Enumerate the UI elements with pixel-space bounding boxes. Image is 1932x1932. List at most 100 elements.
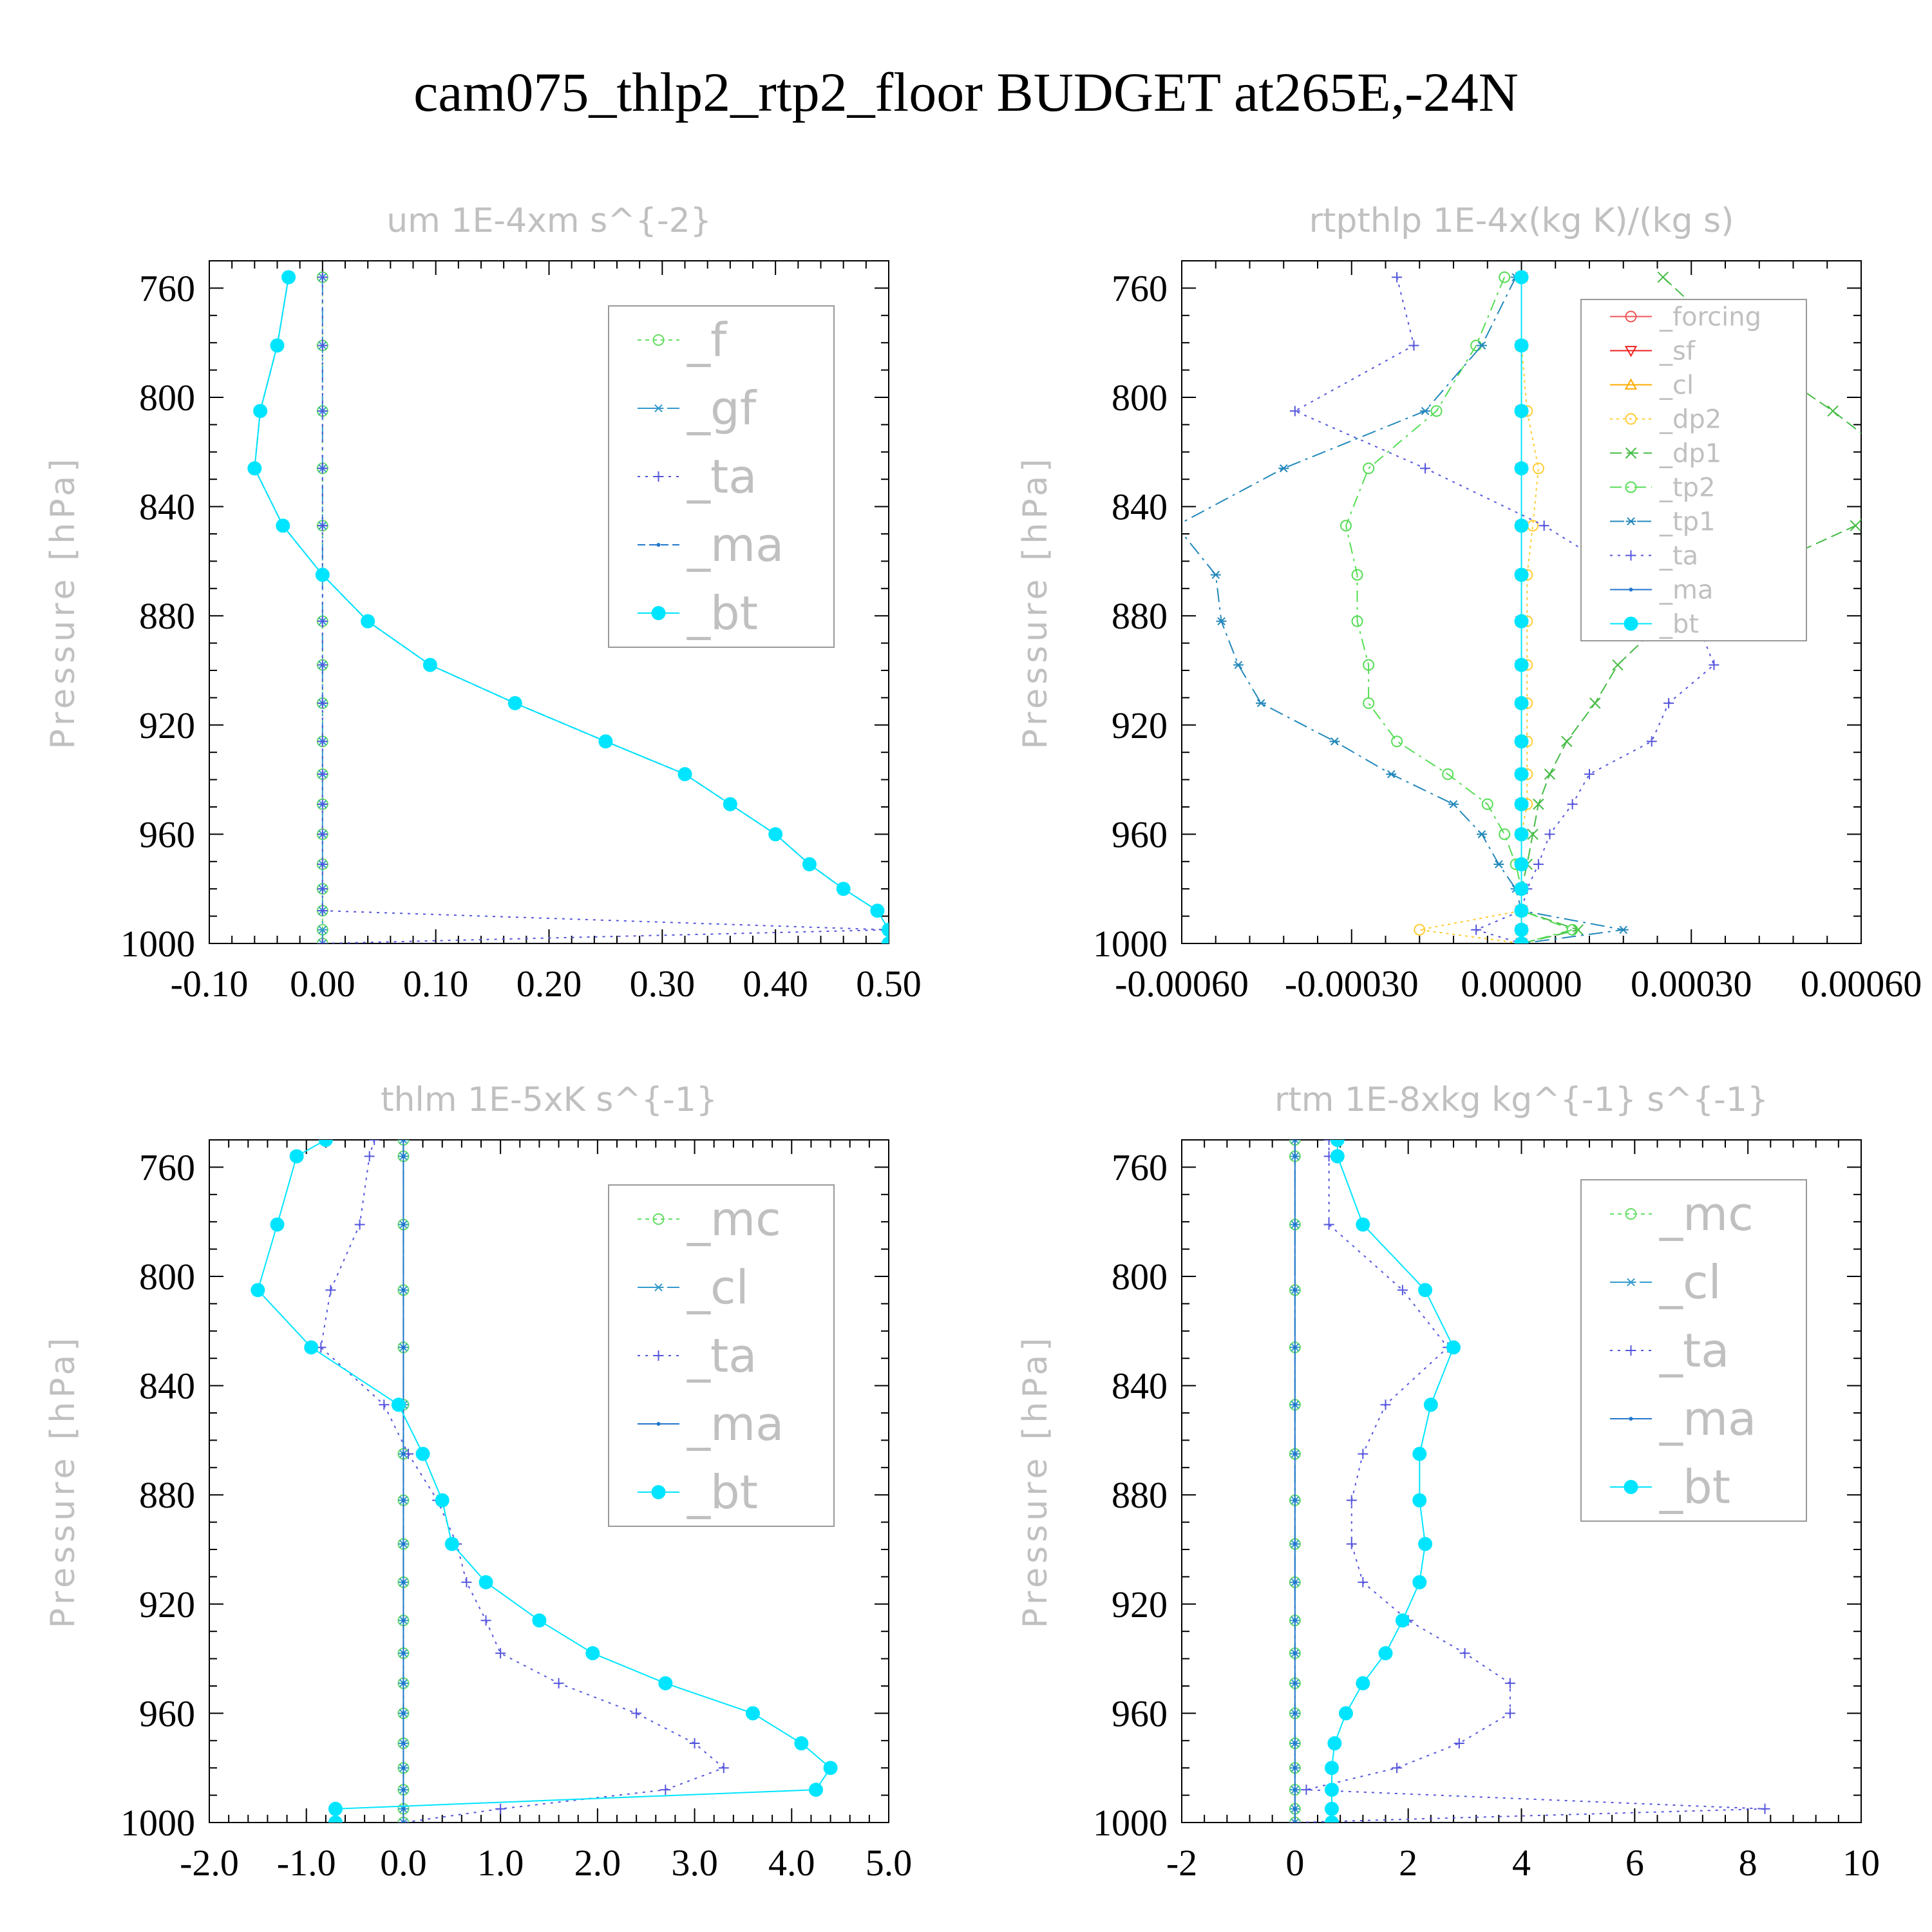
legend-label: _cl — [1659, 371, 1694, 401]
data-point — [281, 270, 296, 285]
data-point — [401, 1766, 406, 1770]
data-point — [317, 340, 328, 351]
data-point — [1289, 1140, 1300, 1144]
data-point — [398, 1140, 409, 1144]
data-point — [1759, 1803, 1770, 1814]
y-axis-label: Pressure [hPa] — [44, 1334, 82, 1629]
data-point — [317, 736, 328, 747]
data-point — [1356, 1217, 1370, 1232]
data-point — [1423, 1397, 1438, 1412]
data-point — [317, 520, 328, 531]
legend-label: _dp2 — [1659, 405, 1721, 435]
x-tick-label: -2.0 — [180, 1842, 239, 1884]
legend-marker — [1625, 1345, 1636, 1356]
data-point — [251, 1283, 265, 1298]
legend-label: _bt — [1659, 610, 1699, 639]
legend-label: _tp1 — [1659, 507, 1716, 537]
y-tick-label: 840 — [139, 486, 195, 528]
data-point — [1514, 827, 1529, 842]
legend: _f _gf _ta _ma _bt — [608, 305, 835, 648]
x-tick-label: -0.00060 — [1115, 963, 1249, 1005]
data-point — [401, 1681, 406, 1685]
x-tick-label: 2.0 — [574, 1842, 621, 1884]
data-point — [1418, 1283, 1433, 1298]
y-tick-label: 760 — [139, 267, 195, 309]
y-axis-label: Pressure [hPa] — [1016, 455, 1055, 750]
data-point — [1392, 272, 1403, 283]
data-point — [495, 1648, 506, 1659]
data-point — [401, 1788, 406, 1792]
data-point — [315, 567, 330, 582]
data-point — [1380, 1399, 1391, 1410]
data-point — [1514, 658, 1529, 672]
data-point — [317, 884, 328, 895]
data-point — [401, 1498, 406, 1502]
data-point — [1471, 924, 1482, 935]
data-point — [1420, 463, 1431, 474]
x-tick-label: 0.20 — [516, 963, 582, 1005]
chart-panel-2: rtpthlp 1E-4x(kg K)/(kg s) Pressure [hPa]… — [1016, 202, 1922, 1005]
data-point — [328, 1815, 343, 1823]
data-point — [1233, 661, 1244, 669]
y-tick-label: 760 — [1112, 267, 1168, 309]
legend-label: _cl — [687, 1260, 749, 1314]
figure-title: cam075_thlp2_rtp2_floor BUDGET at265E,-2… — [413, 61, 1519, 123]
data-point — [1395, 1613, 1410, 1628]
y-tick-label: 760 — [139, 1146, 195, 1188]
data-point — [532, 1613, 547, 1628]
legend-label: _ta — [687, 1329, 757, 1383]
data-point — [1289, 1818, 1300, 1823]
series-line — [1182, 276, 1624, 943]
data-point — [1293, 1821, 1297, 1823]
data-point — [1412, 1446, 1427, 1461]
legend-label: _forcing — [1659, 303, 1761, 332]
data-point — [1293, 1345, 1297, 1350]
legend-label: _tp2 — [1659, 473, 1716, 503]
data-point — [1330, 1149, 1345, 1164]
legend-label: _bt — [687, 1465, 758, 1519]
data-point — [401, 1651, 406, 1656]
data-point — [1391, 735, 1403, 748]
data-point — [1618, 925, 1629, 934]
series-group — [1289, 1140, 1770, 1823]
x-tick-label: -0.10 — [171, 963, 249, 1005]
data-point — [598, 734, 613, 749]
data-point — [1351, 569, 1363, 581]
legend-label: _bt — [687, 586, 758, 640]
legend-label: _ma — [1659, 576, 1713, 605]
data-point — [1584, 769, 1595, 780]
data-point — [328, 1801, 343, 1816]
panels: um 1E-4xm s^{-2}Pressure [hPa]7608008408… — [44, 202, 1922, 1884]
data-point — [1514, 270, 1529, 285]
data-point — [882, 936, 889, 943]
data-point — [553, 1678, 564, 1689]
data-point — [1289, 406, 1300, 417]
series-group — [1171, 270, 1861, 943]
data-point — [401, 1741, 406, 1746]
legend-marker — [1624, 1480, 1638, 1494]
data-point — [1293, 1222, 1297, 1227]
data-point — [1476, 341, 1487, 350]
y-tick-label: 960 — [139, 813, 195, 855]
data-point — [361, 614, 375, 629]
x-tick-label: -2 — [1166, 1842, 1197, 1884]
data-point — [1657, 271, 1669, 283]
legend-marker — [1625, 310, 1637, 323]
legend-label: _mc — [1659, 1187, 1754, 1241]
x-tick-label: 3.0 — [671, 1842, 718, 1884]
legend-marker — [656, 1422, 661, 1426]
data-point — [1171, 522, 1181, 529]
data-point — [1216, 617, 1227, 625]
data-point — [658, 1676, 673, 1690]
series-line — [1345, 277, 1575, 943]
data-point — [1499, 271, 1511, 283]
series-dp2 — [1414, 271, 1544, 943]
data-point — [247, 461, 262, 476]
y-tick-label: 880 — [1112, 595, 1168, 637]
legend-label: _cl — [1659, 1255, 1721, 1309]
data-point — [808, 1783, 823, 1797]
data-point — [304, 1340, 319, 1355]
legend-label: _sf — [1659, 337, 1696, 366]
data-point — [1514, 461, 1529, 476]
y-tick-label: 960 — [1112, 813, 1168, 855]
